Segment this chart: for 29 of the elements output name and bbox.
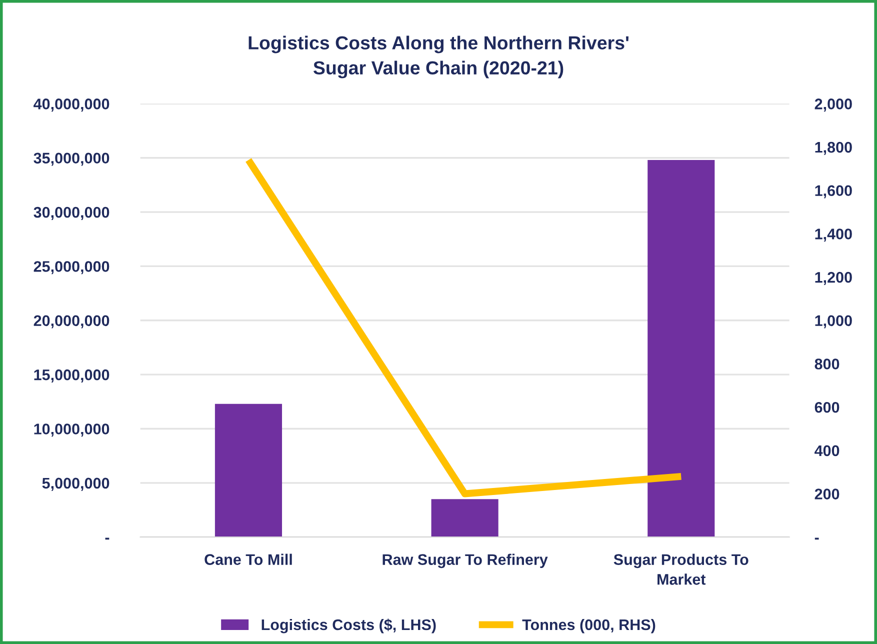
- y-tick-label: 25,000,000: [34, 261, 110, 274]
- y2-tick-label: 200: [814, 488, 840, 500]
- y-tick-label: 10,000,000: [34, 424, 110, 437]
- y2-tick-label: 1,000: [815, 315, 852, 328]
- y2-tick-label: 2,000: [814, 98, 852, 112]
- y2-tick-label: 400: [814, 445, 840, 456]
- y-tick-label: 15,000,000: [34, 369, 110, 382]
- legend-label: Tonnes (000, RHS): [522, 618, 656, 634]
- y-tick-label: -: [105, 538, 110, 540]
- x-tick-label: Cane To Mill: [204, 554, 292, 565]
- y-tick-label: 20,000,000: [34, 315, 110, 328]
- y2-tick-label: 1,400: [815, 228, 852, 242]
- y-tick-label: 40,000,000: [34, 98, 110, 112]
- y-tick-label: 30,000,000: [34, 206, 110, 220]
- x-tick-label: Raw Sugar To Refinery: [382, 554, 548, 568]
- y2-tick-label: 1,200: [815, 272, 852, 285]
- bar: [431, 499, 498, 538]
- y-tick-label: 5,000,000: [42, 478, 110, 491]
- bar: [214, 404, 282, 538]
- chart-title: Logistics Costs Along the Northern Rivers' Sugar Value Chain (2020-21): [248, 36, 629, 78]
- x-tick-label: Sugar Products To Market: [614, 554, 748, 585]
- y2-tick-label: 800: [814, 358, 840, 370]
- y2-tick-label: 1,600: [815, 185, 852, 198]
- y2-tick-label: 600: [814, 402, 840, 413]
- y-tick-label: 35,000,000: [34, 152, 110, 166]
- legend-label: Logistics Costs ($, LHS): [262, 618, 436, 634]
- y2-tick-label: 1,800: [815, 142, 852, 155]
- bar: [648, 160, 715, 538]
- y2-tick-label: -: [814, 538, 819, 540]
